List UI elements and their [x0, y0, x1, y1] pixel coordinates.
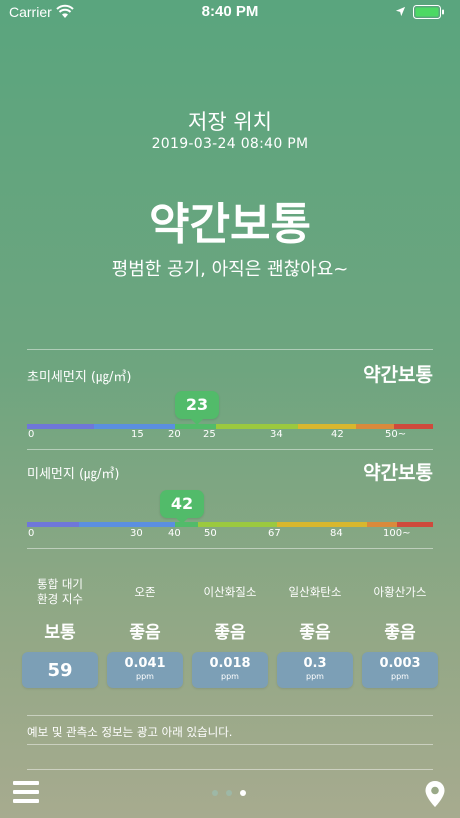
carrier-label: Carrier	[9, 4, 52, 20]
pm10-tick: 40	[168, 528, 181, 539]
index-name-ozone: 오존	[134, 585, 156, 599]
index-value-cai: 59	[22, 652, 98, 688]
overall-status: 약간보통	[149, 199, 311, 250]
pm10-tick: 30	[130, 528, 143, 539]
divider	[27, 349, 433, 350]
scale-segment	[277, 522, 367, 527]
page-dot-active[interactable]	[240, 790, 246, 796]
pm10-tick: 84	[330, 528, 343, 539]
divider	[27, 744, 433, 745]
location-arrow-icon	[395, 6, 406, 17]
scale-segment	[367, 522, 397, 527]
pm25-tick: 15	[131, 429, 144, 440]
pm10-tick: 67	[268, 528, 281, 539]
pm25-tick: 34	[270, 429, 283, 440]
wifi-icon	[56, 4, 74, 18]
pm25-label: 초미세먼지 (㎍/㎥)	[27, 370, 132, 385]
value-text: 0.018	[209, 656, 251, 671]
value-text: 0.041	[124, 656, 166, 671]
pm25-tick: 25	[203, 429, 216, 440]
index-value-so2: 0.003 ppm	[362, 652, 438, 688]
index-name-so2: 아황산가스	[373, 585, 427, 599]
status-message: 평범한 공기, 아직은 괜찮아요~	[111, 259, 349, 280]
index-value-ozone: 0.041 ppm	[107, 652, 183, 688]
unit-text: ppm	[221, 672, 239, 681]
pm25-tick: 50~	[385, 429, 407, 440]
index-status-no2: 좋음	[214, 623, 246, 643]
unit-text: ppm	[306, 672, 324, 681]
divider	[27, 548, 433, 549]
index-name-co: 일산화탄소	[288, 585, 342, 599]
status-bar: Carrier 8:40 PM	[0, 0, 460, 24]
scale-segment	[27, 522, 79, 527]
pm25-status: 약간보통	[363, 364, 433, 386]
index-value-co: 0.3 ppm	[277, 652, 353, 688]
scale-segment	[198, 522, 277, 527]
scale-segment	[216, 424, 298, 429]
station-name: 저장 위치	[188, 110, 272, 134]
menu-line	[13, 781, 39, 785]
battery-icon	[413, 5, 444, 19]
menu-line	[13, 790, 39, 794]
pm10-value-bubble: 42	[160, 490, 204, 524]
pm25-tick: 0	[28, 429, 35, 440]
divider	[27, 769, 433, 770]
index-name-no2: 이산화질소	[203, 585, 257, 599]
index-value-no2: 0.018 ppm	[192, 652, 268, 688]
index-status-ozone: 좋음	[129, 623, 161, 643]
page-dot[interactable]	[212, 790, 218, 796]
clock: 8:40 PM	[201, 3, 259, 20]
pm25-scale-bar	[27, 424, 433, 429]
value-text: 0.3	[303, 656, 327, 671]
scale-segment	[175, 522, 198, 527]
divider	[27, 715, 433, 716]
scale-segment	[79, 522, 175, 527]
value-text: 59	[47, 660, 73, 681]
pm10-tick: 0	[28, 528, 35, 539]
divider	[27, 449, 433, 450]
pm10-status: 약간보통	[363, 462, 433, 484]
pm10-scale-bar	[27, 522, 433, 527]
page-dot[interactable]	[226, 790, 232, 796]
pm25-tick: 20	[168, 429, 181, 440]
forecast-notice: 예보 및 관측소 정보는 광고 아래 있습니다.	[27, 725, 233, 739]
unit-text: ppm	[391, 672, 409, 681]
pm25-tick: 42	[331, 429, 344, 440]
index-name-cai: 통합 대기 환경 지수	[37, 577, 83, 606]
index-status-so2: 좋음	[384, 623, 416, 643]
menu-icon[interactable]	[13, 781, 39, 805]
scale-segment	[356, 424, 394, 429]
scale-segment	[298, 424, 356, 429]
location-pin-icon[interactable]	[424, 780, 446, 808]
measurement-time: 2019-03-24 08:40 PM	[151, 136, 309, 152]
pm25-value-bubble: 23	[175, 391, 219, 425]
scale-segment	[27, 424, 94, 429]
scale-segment	[397, 522, 433, 527]
pm10-tick: 50	[204, 528, 217, 539]
page-indicator[interactable]	[212, 790, 252, 798]
pm10-label: 미세먼지 (㎍/㎥)	[27, 467, 120, 482]
value-text: 0.003	[379, 656, 421, 671]
menu-line	[13, 799, 39, 803]
index-status-co: 좋음	[299, 623, 331, 643]
scale-segment	[94, 424, 175, 429]
pm10-tick: 100~	[383, 528, 411, 539]
scale-segment	[394, 424, 433, 429]
unit-text: ppm	[136, 672, 154, 681]
scale-segment	[175, 424, 216, 429]
index-status-cai: 보통	[44, 623, 76, 643]
